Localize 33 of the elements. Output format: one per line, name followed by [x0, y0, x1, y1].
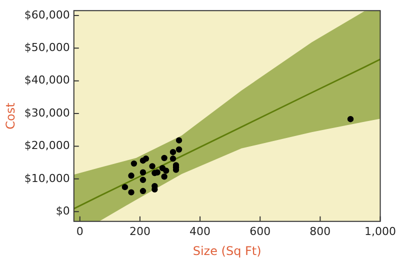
y-tick-label: $40,000: [24, 74, 70, 87]
point: [170, 149, 176, 156]
point: [163, 168, 170, 174]
point: [128, 189, 134, 196]
point: [140, 176, 146, 183]
point: [128, 172, 134, 179]
x-tick-label: 0: [76, 224, 84, 238]
point: [140, 158, 146, 164]
point: [176, 146, 182, 153]
x-tick-label: 600: [250, 224, 271, 238]
point: [130, 160, 138, 167]
y-tick-label: $0: [56, 204, 70, 218]
x-tick-label: 200: [129, 224, 150, 238]
y-tick-label: $10,000: [24, 172, 70, 185]
y-tick-label: $50,000: [24, 41, 70, 54]
point: [140, 169, 146, 176]
point: [170, 156, 176, 162]
point: [176, 137, 182, 144]
point: [149, 163, 156, 170]
point: [122, 184, 128, 190]
y-axis-title: Cost: [3, 102, 18, 130]
x-tick-label: 400: [190, 224, 211, 238]
point: [140, 188, 146, 194]
x-tick-label: 1,000: [364, 224, 396, 238]
point: [161, 174, 168, 180]
point: [347, 116, 354, 122]
x-axis-title: Size (Sq Ft): [192, 244, 262, 258]
y-tick-label: $30,000: [24, 106, 70, 120]
point: [161, 154, 168, 162]
point: [152, 170, 158, 176]
y-tick-label: $20,000: [24, 139, 70, 152]
y-tick-label: $60,000: [24, 8, 70, 22]
x-tick-label: 800: [310, 224, 331, 238]
